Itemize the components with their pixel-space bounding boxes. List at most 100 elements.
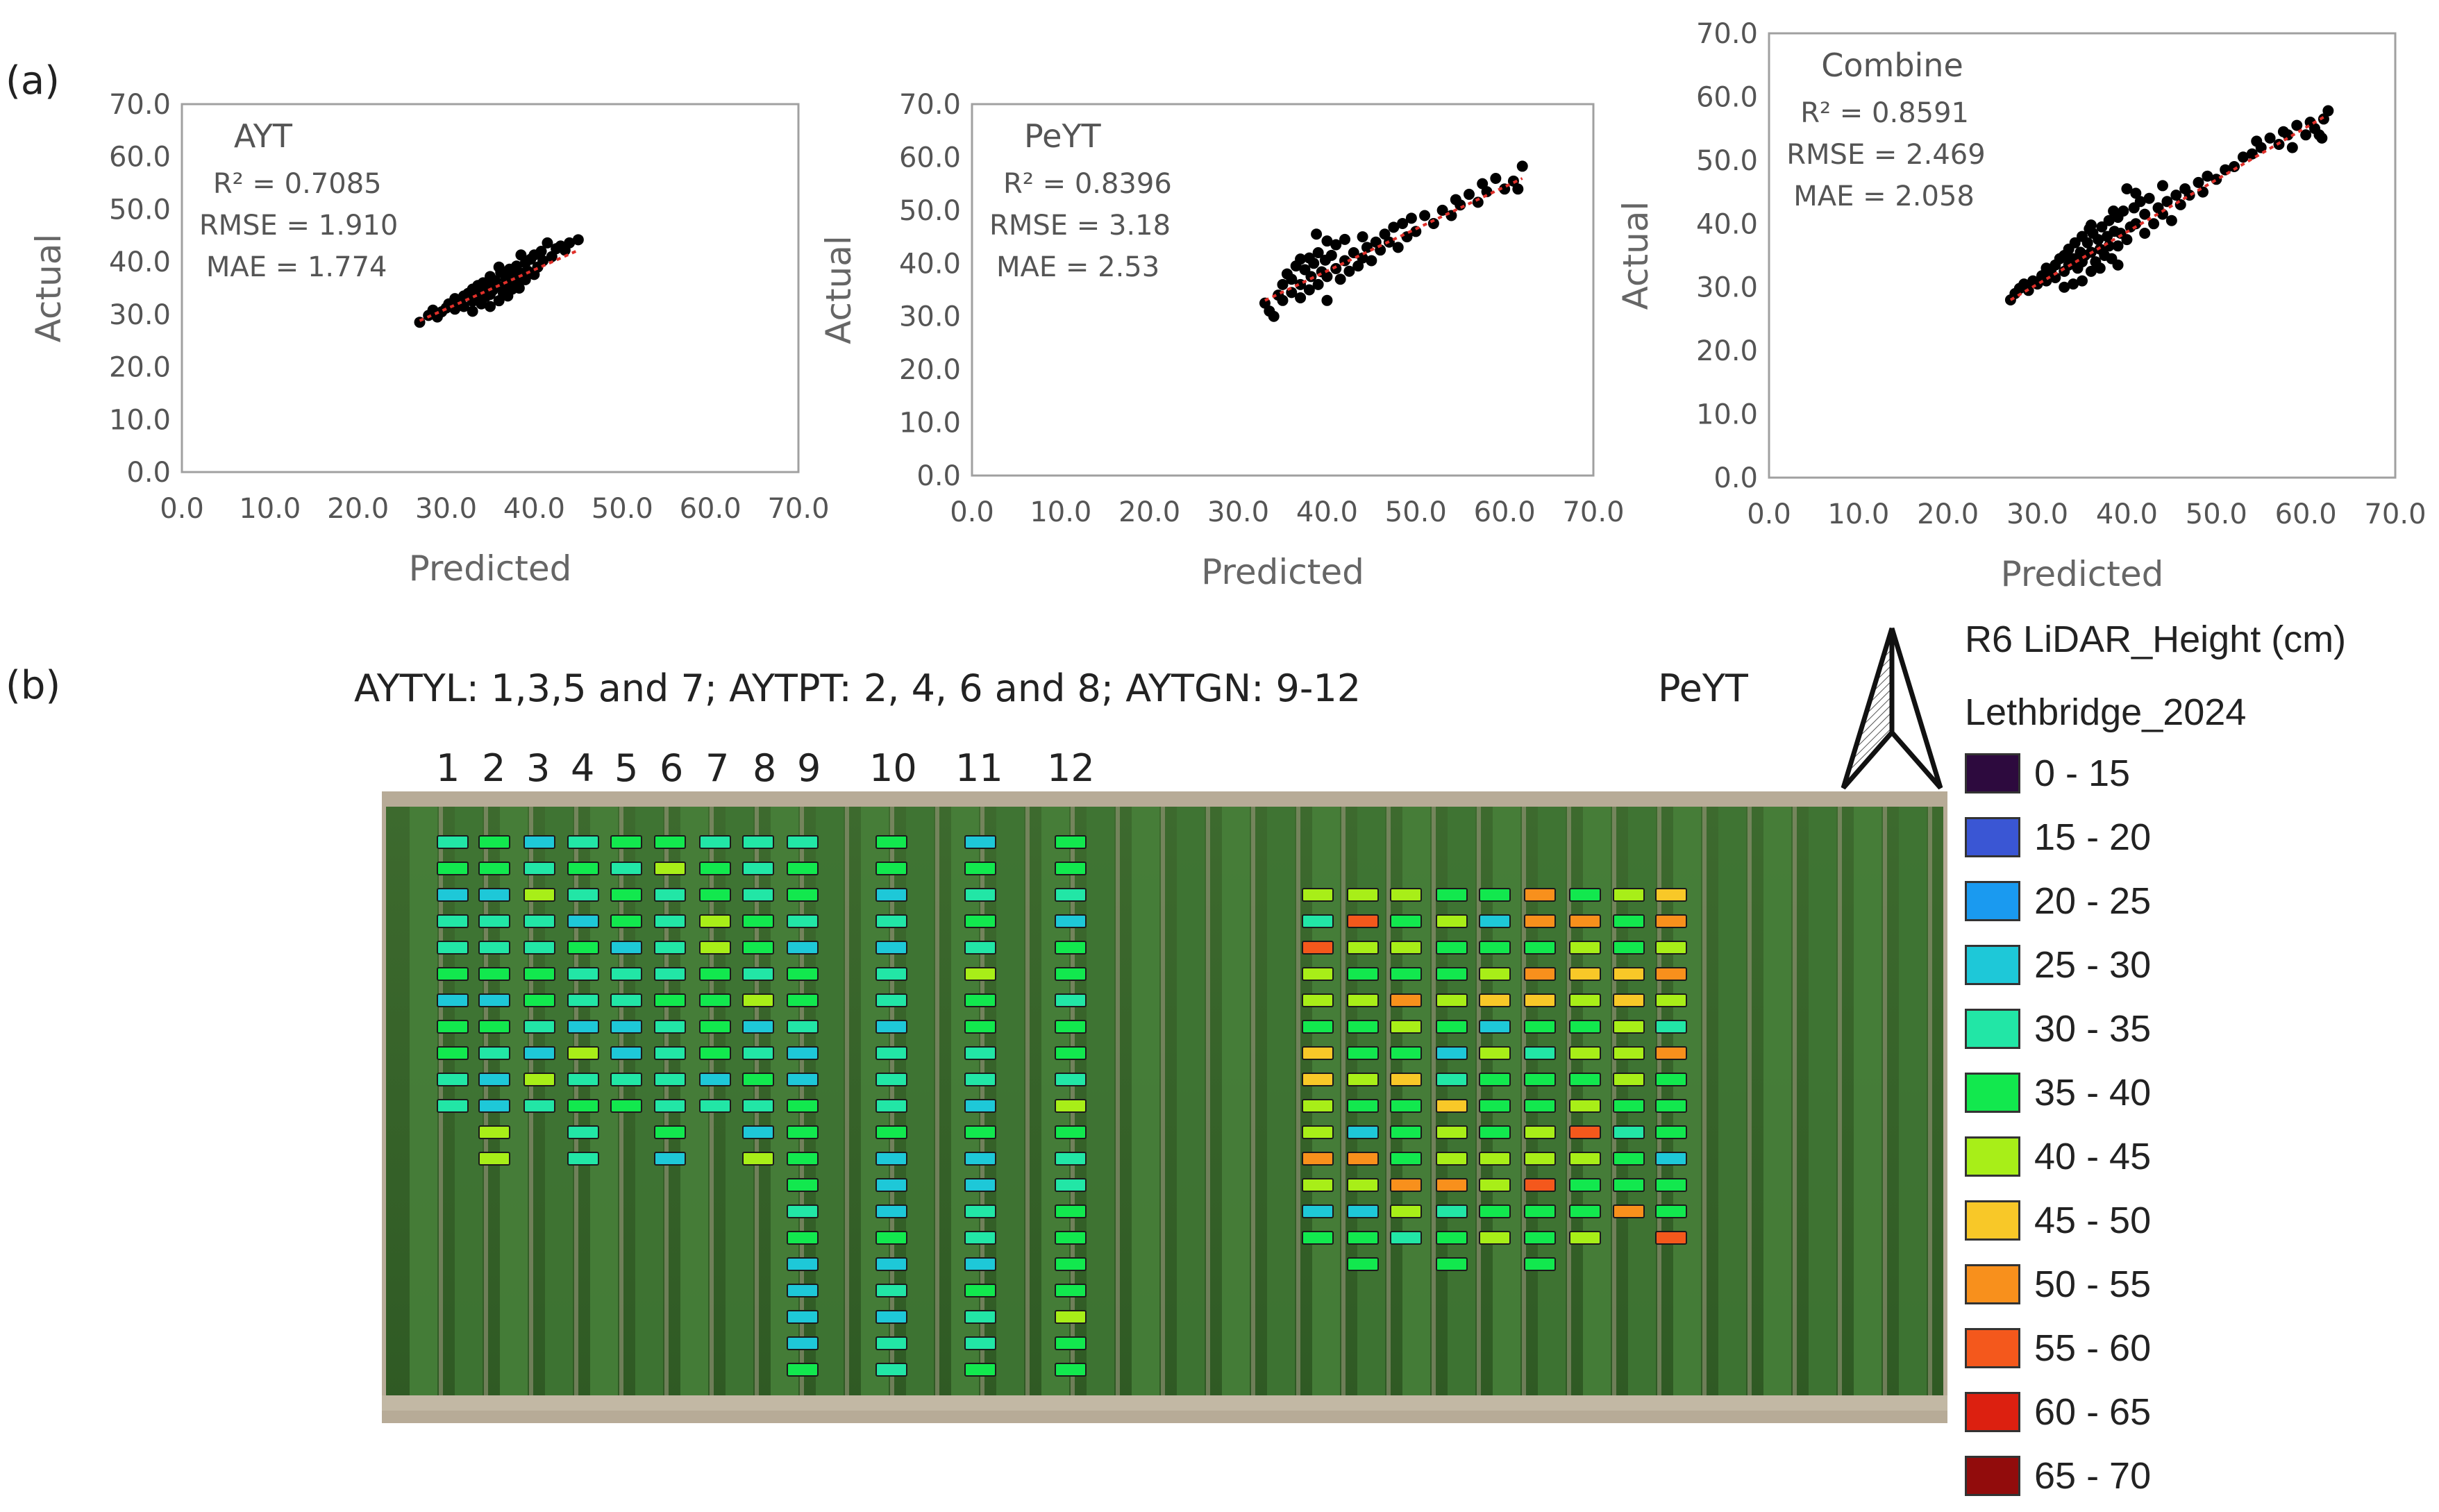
height-plot	[478, 835, 510, 849]
field-strips	[382, 807, 1947, 1411]
data-point	[2282, 129, 2294, 141]
height-plot	[1479, 1020, 1511, 1034]
height-plot	[742, 862, 774, 875]
height-plot	[964, 862, 996, 875]
height-plot	[478, 967, 510, 981]
height-plot	[654, 967, 686, 981]
height-plot	[1436, 1020, 1468, 1034]
column-number: 7	[705, 746, 730, 790]
column-number: 6	[660, 746, 684, 790]
data-point	[2300, 129, 2312, 141]
height-plot	[610, 914, 642, 928]
column-number: 1	[436, 746, 460, 790]
column-number: 3	[526, 746, 551, 790]
height-plot	[1055, 1099, 1087, 1113]
height-plot	[1347, 914, 1379, 928]
panel-label-a: (a)	[6, 58, 60, 103]
height-plot	[1302, 993, 1334, 1007]
column-number: 5	[614, 746, 639, 790]
annotation-stat: RMSE = 3.18	[989, 210, 1171, 242]
data-point	[2255, 142, 2267, 153]
height-plot	[1436, 1099, 1468, 1113]
y-tick-label: 10.0	[109, 404, 171, 436]
legend-label: 15 - 20	[2034, 816, 2152, 858]
height-plot	[1055, 1178, 1087, 1192]
data-point	[2202, 170, 2213, 182]
height-plot	[478, 1125, 510, 1139]
height-plot	[742, 888, 774, 902]
data-point	[1308, 258, 1320, 269]
height-plot	[437, 888, 469, 902]
height-plot	[1390, 888, 1422, 902]
y-tick-label: 70.0	[1696, 18, 1758, 50]
height-plot	[787, 967, 819, 981]
data-point	[467, 305, 478, 317]
height-plot	[875, 1125, 907, 1139]
crop-strip	[1809, 807, 1836, 1405]
height-plot	[1055, 941, 1087, 955]
height-plot	[742, 941, 774, 955]
height-plot	[1569, 1178, 1601, 1192]
legend-label: 25 - 30	[2034, 944, 2152, 986]
height-plot	[1569, 967, 1601, 981]
y-tick-label: 20.0	[1696, 335, 1758, 367]
x-tick-label: 0.0	[160, 493, 204, 525]
height-plot	[1390, 941, 1422, 955]
height-plot	[523, 967, 555, 981]
data-point	[1339, 233, 1350, 245]
height-plot	[964, 941, 996, 955]
annotation-stat: MAE = 1.774	[206, 251, 387, 283]
height-plot	[523, 993, 555, 1007]
data-point	[2161, 196, 2173, 208]
crop-strip	[1177, 807, 1205, 1405]
column-number: 11	[955, 746, 1003, 790]
height-plot	[1524, 1257, 1556, 1271]
y-tick-label: 0.0	[916, 460, 961, 492]
scatter-plot-ayt: 0.0 10.0 20.0 30.0 40.0 50.0 60.0 70.0 0.0 10.0 20…	[28, 89, 830, 589]
height-plot	[1055, 1020, 1087, 1034]
height-plot	[1524, 1204, 1556, 1218]
height-plot	[699, 993, 731, 1007]
height-plot	[478, 993, 510, 1007]
map-caption: AYTYL: 1,3,5 and 7; AYTPT: 2, 4, 6 and 8…	[354, 666, 1361, 710]
data-point	[1325, 249, 1337, 261]
data-point	[2291, 119, 2303, 131]
height-plot	[437, 1073, 469, 1086]
height-plot	[1524, 914, 1556, 928]
data-point	[2093, 234, 2104, 246]
soil-path	[1793, 807, 1797, 1405]
legend-label: 20 - 25	[2034, 880, 2152, 922]
field-plots	[437, 835, 1687, 1377]
height-plot	[1569, 914, 1601, 928]
data-point	[1295, 292, 1307, 303]
height-plot	[1479, 888, 1511, 902]
data-point	[1268, 310, 1280, 322]
height-plot	[1569, 1204, 1601, 1218]
soil-path	[1883, 807, 1887, 1405]
height-plot	[1655, 941, 1687, 955]
soil-path	[1251, 807, 1255, 1405]
soil-path	[1702, 807, 1707, 1405]
height-plot	[1436, 1152, 1468, 1166]
data-point	[2096, 221, 2108, 233]
x-tick-label: 20.0	[327, 493, 389, 525]
x-tick-label: 50.0	[592, 493, 653, 525]
height-plot	[1613, 914, 1645, 928]
soil-path	[1161, 807, 1165, 1405]
height-plot	[1055, 1363, 1087, 1377]
height-plot	[478, 914, 510, 928]
height-plot	[787, 1099, 819, 1113]
height-plot	[1055, 1310, 1087, 1324]
height-plot	[787, 941, 819, 955]
height-plot	[523, 1020, 555, 1034]
height-plot	[964, 1363, 996, 1377]
height-plot	[1479, 1099, 1511, 1113]
height-plot	[567, 967, 599, 981]
column-number: 8	[753, 746, 777, 790]
crop-strip	[410, 807, 437, 1405]
legend-label: 45 - 50	[2034, 1200, 2152, 1241]
height-plot	[1055, 1284, 1087, 1297]
height-plot	[478, 1020, 510, 1034]
legend-label: 0 - 15	[2034, 753, 2131, 794]
data-point	[2094, 262, 2106, 274]
